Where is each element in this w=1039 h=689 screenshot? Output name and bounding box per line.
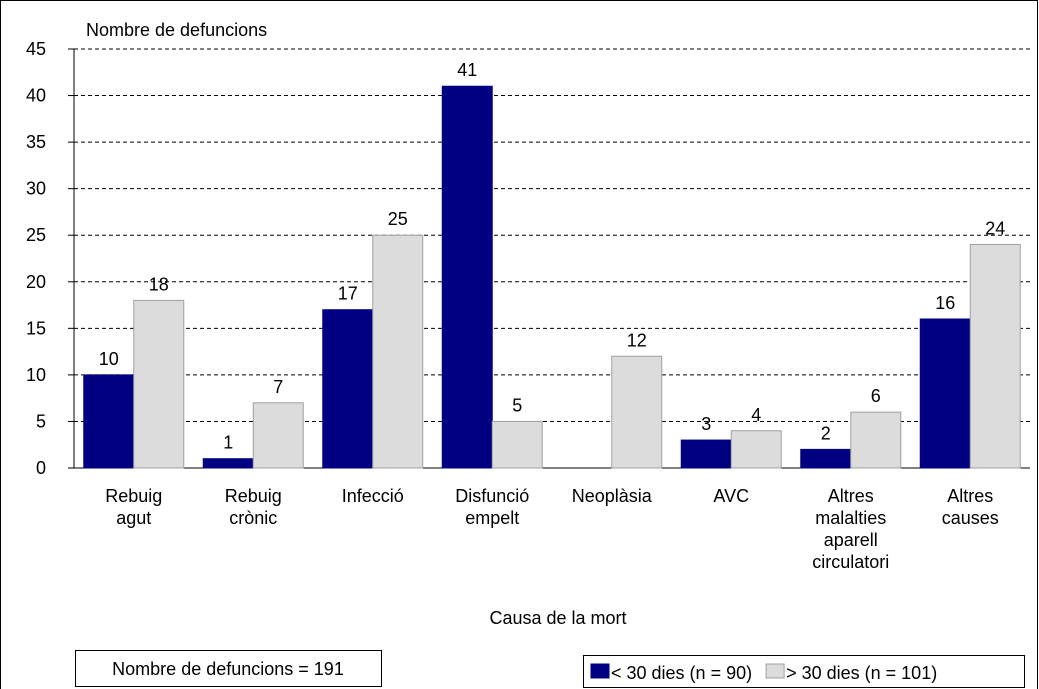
annotation-box [75,650,382,687]
x-tick-label-line: causes [942,508,999,528]
bar [133,299,185,469]
data-label: 24 [985,219,1005,239]
y-tick-label: 40 [26,86,46,106]
bar [919,318,971,469]
x-tick-label-line: crònic [229,508,277,528]
y-tick-label: 10 [26,365,46,385]
x-tick-label-line: Rebuig [225,486,282,506]
y-tick-label: 35 [26,132,46,152]
bar [83,374,135,469]
data-label: 6 [871,386,881,406]
x-tick-label: Neoplàsia [572,486,653,506]
x-tick-label-line: circulatori [812,552,889,572]
data-label: 41 [457,60,477,80]
legend-label: < 30 dies (n = 90) [611,663,752,683]
x-tick-label: Rebuig agut [105,486,162,528]
x-tick-label-line: aparell [824,530,878,550]
data-label: 2 [821,423,831,443]
data-label: 7 [273,377,283,397]
legend-swatch [765,663,785,679]
bar [372,234,424,469]
x-tick-label: Rebuig crònic [225,486,282,528]
x-tick-label-line: empelt [465,508,519,528]
x-axis-label: Causa de la mort [489,608,626,628]
bar [322,309,374,469]
x-tick-label-line: Altres [947,486,993,506]
x-tick-label-line: Disfunció [455,486,529,506]
legend-box [583,655,1025,688]
bar [491,420,543,469]
data-label: 16 [935,293,955,313]
data-label: 12 [627,330,647,350]
bar [850,411,902,469]
y-tick-label: 30 [26,179,46,199]
bar [680,439,732,469]
y-tick-label: 15 [26,318,46,338]
y-tick-label: 25 [26,225,46,245]
bar [730,430,782,469]
y-tick-label: 45 [26,39,46,59]
data-label: 17 [338,284,358,304]
x-tick-label: Disfunció empelt [455,486,529,528]
data-label: 25 [388,209,408,229]
x-tick-label-line: Neoplàsia [572,486,653,506]
x-tick-label: Altres malalties aparell circulatori [812,486,889,572]
y-tick-label: 0 [36,458,46,478]
data-label: 5 [512,395,522,415]
x-tick-label-line: Infecció [342,486,404,506]
data-label: 18 [149,274,169,294]
legend-swatch [590,663,610,679]
data-label: 3 [701,414,711,434]
data-label: 1 [223,433,233,453]
x-tick-label-line: Altres [828,486,874,506]
bar [202,458,254,469]
annotation: Nombre de defuncions = 191 [112,659,344,679]
x-tick-label-line: Rebuig [105,486,162,506]
bar [800,448,852,469]
bar [969,244,1021,469]
y-tick-label: 5 [36,411,46,431]
bar [252,402,304,469]
y-tick-label: 20 [26,272,46,292]
data-label: 4 [751,405,761,425]
data-label: 10 [99,349,119,369]
legend-label: > 30 dies (n = 101) [786,663,937,683]
y-axis-label: Nombre de defuncions [86,20,267,40]
x-tick-label-line: agut [116,508,151,528]
x-tick-label-line: malalties [815,508,886,528]
x-tick-label: AVC [713,486,749,506]
x-tick-label: Infecció [342,486,404,506]
x-tick-label: Altres causes [942,486,999,528]
bar [441,85,493,469]
x-tick-label-line: AVC [713,486,749,506]
bar [611,355,663,469]
